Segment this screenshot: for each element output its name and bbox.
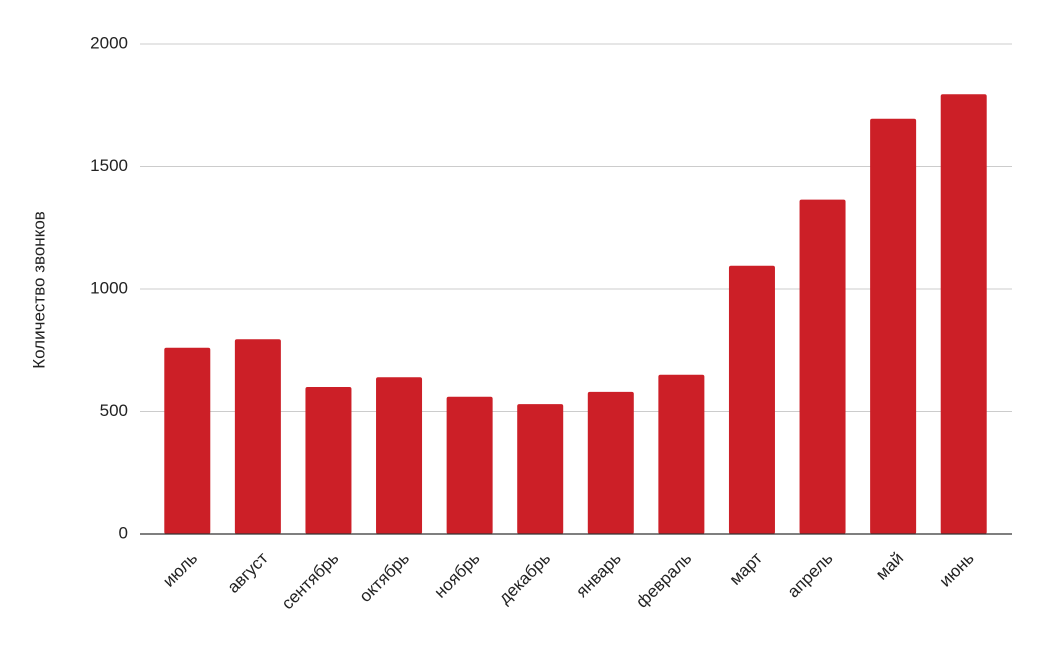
bar	[376, 377, 423, 534]
x-tick-label: ноябрь	[431, 548, 484, 601]
bar	[305, 387, 352, 534]
x-tick-label: сентябрь	[278, 548, 343, 613]
x-tick-label: декабрь	[495, 548, 554, 607]
bar	[799, 199, 846, 534]
x-tick-label: июль	[159, 548, 201, 590]
x-tick-label: август	[224, 548, 272, 596]
x-tick-label: январь	[572, 548, 625, 601]
y-tick-label: 500	[100, 401, 128, 420]
x-tick-label: июнь	[936, 548, 978, 590]
bar	[728, 265, 775, 534]
bar	[446, 396, 493, 534]
y-tick-label: 1500	[90, 156, 128, 175]
y-tick-label: 0	[119, 523, 128, 542]
x-tick-label: апрель	[784, 548, 837, 601]
bar	[517, 404, 564, 534]
x-tick-label: октябрь	[356, 548, 413, 605]
y-axis-label: Количество звонков	[29, 211, 48, 369]
bar	[658, 374, 705, 534]
y-tick-label: 2000	[90, 33, 128, 52]
bar	[940, 94, 987, 534]
bar	[870, 118, 917, 534]
bar	[587, 391, 634, 534]
x-tick-label: май	[872, 549, 907, 584]
bar	[234, 339, 281, 534]
y-tick-label: 1000	[90, 278, 128, 297]
bar	[164, 347, 211, 534]
x-tick-label: февраль	[632, 548, 695, 611]
x-tick-label: март	[726, 548, 766, 588]
